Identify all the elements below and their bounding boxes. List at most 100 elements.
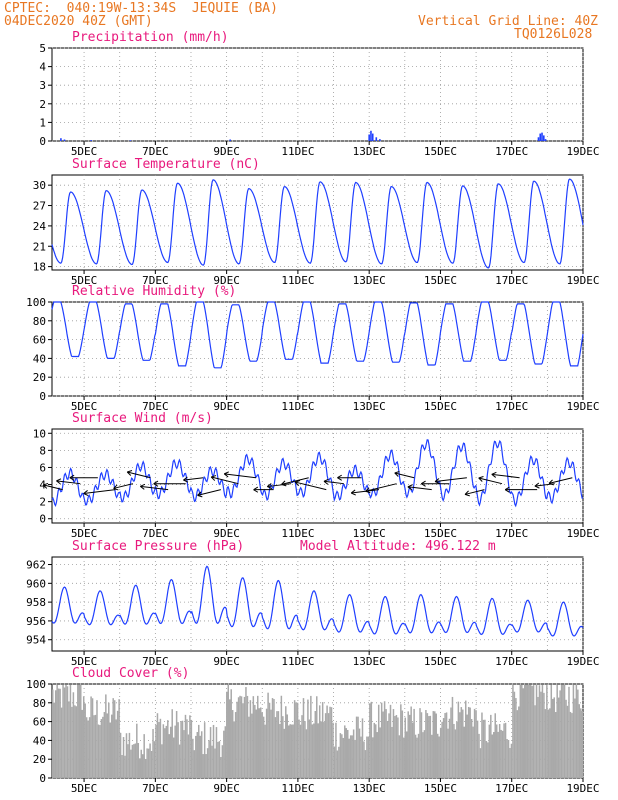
- cloud-cover-bar: [438, 736, 440, 778]
- panel-title: Precipitation (mm/h): [72, 30, 229, 45]
- cloud-cover-bar: [233, 721, 235, 778]
- cloud-cover-bar: [214, 748, 216, 778]
- cloud-cover-bar: [525, 684, 527, 778]
- cloud-cover-bar: [91, 698, 94, 778]
- x-tick-label: 11DEC: [281, 655, 314, 668]
- y-tick-label: 0: [39, 390, 46, 403]
- cloud-cover-bar: [450, 707, 452, 778]
- cloud-cover-bar: [317, 723, 319, 778]
- cloud-cover-bar: [99, 725, 101, 778]
- x-tick-label: 15DEC: [424, 274, 457, 287]
- cloud-cover-bar: [509, 747, 511, 778]
- cloud-cover-bar: [401, 710, 404, 778]
- cloud-cover-bar: [472, 726, 474, 778]
- wind-vector: [197, 489, 221, 496]
- cloud-cover-bar: [255, 709, 258, 778]
- header-date-line: 04DEC2020 40Z (GMT): [4, 14, 153, 29]
- cloud-cover-bar: [302, 698, 305, 778]
- cloud-cover-bar: [408, 714, 411, 778]
- cloud-cover-bar: [321, 702, 324, 778]
- cloud-cover-bar: [515, 698, 517, 778]
- cloud-cover-bar: [112, 698, 114, 778]
- precip-bar: [539, 133, 542, 141]
- wind-vector: [407, 486, 432, 491]
- wind-vector-head: [534, 482, 540, 487]
- wind-vector-head: [548, 479, 553, 484]
- cloud-cover-bar: [127, 744, 129, 778]
- cloud-cover-bar: [556, 684, 558, 778]
- wind-vector-head: [140, 483, 146, 487]
- wind-vector-head: [337, 477, 342, 481]
- cloud-cover-bar: [466, 714, 468, 778]
- cloud-cover-bar: [167, 720, 169, 778]
- wind-vector-head: [253, 486, 259, 491]
- x-tick-label: 5DEC: [71, 274, 98, 287]
- cloud-cover-bar: [470, 718, 473, 778]
- header-vertical-grid-line: Vertical Grid Line: 40Z: [418, 14, 599, 29]
- y-tick-label: 60: [33, 716, 46, 729]
- wind-vector-head: [197, 494, 203, 498]
- cloud-cover-bar: [414, 734, 417, 778]
- x-tick-label: 19DEC: [566, 782, 599, 795]
- cloud-cover-bar: [581, 710, 584, 778]
- wind-vector-head: [394, 470, 400, 474]
- cloud-cover-bar: [416, 737, 418, 778]
- cloud-cover-bar: [246, 695, 249, 778]
- wind-vector-head: [323, 480, 329, 485]
- cloud-cover-bar: [116, 710, 119, 778]
- wind-vector: [394, 472, 415, 479]
- cloud-cover-bar: [183, 730, 185, 778]
- wind-vector-head: [421, 480, 426, 485]
- wind-vector-head: [56, 480, 61, 485]
- header-run-code: TQ0126L028: [514, 27, 593, 42]
- precip-bar: [544, 139, 547, 141]
- cloud-cover-bar: [535, 684, 538, 778]
- wind-vector-head: [83, 490, 88, 494]
- wind-vector-head: [69, 477, 75, 481]
- cloud-cover-bar: [85, 717, 88, 778]
- cloud-cover-bar: [190, 719, 193, 778]
- precip-bar: [60, 138, 62, 141]
- wind-vector-head: [491, 471, 497, 475]
- cloud-cover-bar: [383, 701, 386, 778]
- cloud-cover-bar: [153, 741, 156, 778]
- cloud-cover-bar: [53, 702, 55, 778]
- precip-bar: [375, 137, 378, 141]
- cloud-cover-bar: [352, 729, 355, 778]
- x-tick-label: 5DEC: [71, 655, 98, 668]
- cloud-cover-bar: [283, 728, 286, 778]
- cloud-cover-bar: [462, 709, 464, 778]
- cloud-cover-bar: [171, 709, 173, 778]
- x-tick-label: 13DEC: [353, 145, 386, 158]
- cloud-cover-bar: [125, 733, 128, 778]
- wind-vector: [548, 477, 573, 484]
- cloud-cover-bar: [373, 722, 376, 778]
- cloud-cover-bar: [454, 729, 457, 778]
- cloud-cover-bar: [262, 716, 265, 778]
- cloud-cover-bar: [57, 688, 60, 778]
- cloud-cover-bar: [448, 718, 451, 778]
- cloud-cover-bar: [538, 685, 541, 778]
- cloud-cover-bar: [106, 713, 109, 778]
- cloud-cover-bar: [338, 746, 340, 778]
- cloud-cover-bar: [400, 704, 402, 778]
- panel-title: Surface Temperature (nC): [72, 157, 260, 172]
- cloud-cover-bar: [503, 723, 505, 778]
- cloud-cover-bar: [215, 727, 218, 778]
- x-tick-label: 11DEC: [281, 145, 314, 158]
- cloud-cover-bar: [285, 706, 287, 778]
- wind-vector-head: [295, 480, 301, 483]
- cloud-cover-bar: [493, 732, 495, 778]
- cloud-cover-bar: [498, 724, 501, 778]
- cloud-cover-bar: [475, 710, 477, 778]
- x-tick-label: 19DEC: [566, 400, 599, 413]
- cloud-cover-bar: [276, 711, 278, 778]
- x-tick-label: 19DEC: [566, 655, 599, 668]
- cloud-cover-bar: [141, 754, 144, 778]
- wind-vector-head: [183, 479, 189, 483]
- wind-vector-head: [211, 475, 217, 478]
- y-tick-label: 20: [33, 371, 46, 384]
- wind-vector: [478, 477, 503, 485]
- cloud-cover-bar: [268, 702, 271, 778]
- panel-6: 0 20 40 60 80 100 5DEC 7DEC 9DEC 11DEC 13DEC 15DEC 1…: [26, 666, 599, 795]
